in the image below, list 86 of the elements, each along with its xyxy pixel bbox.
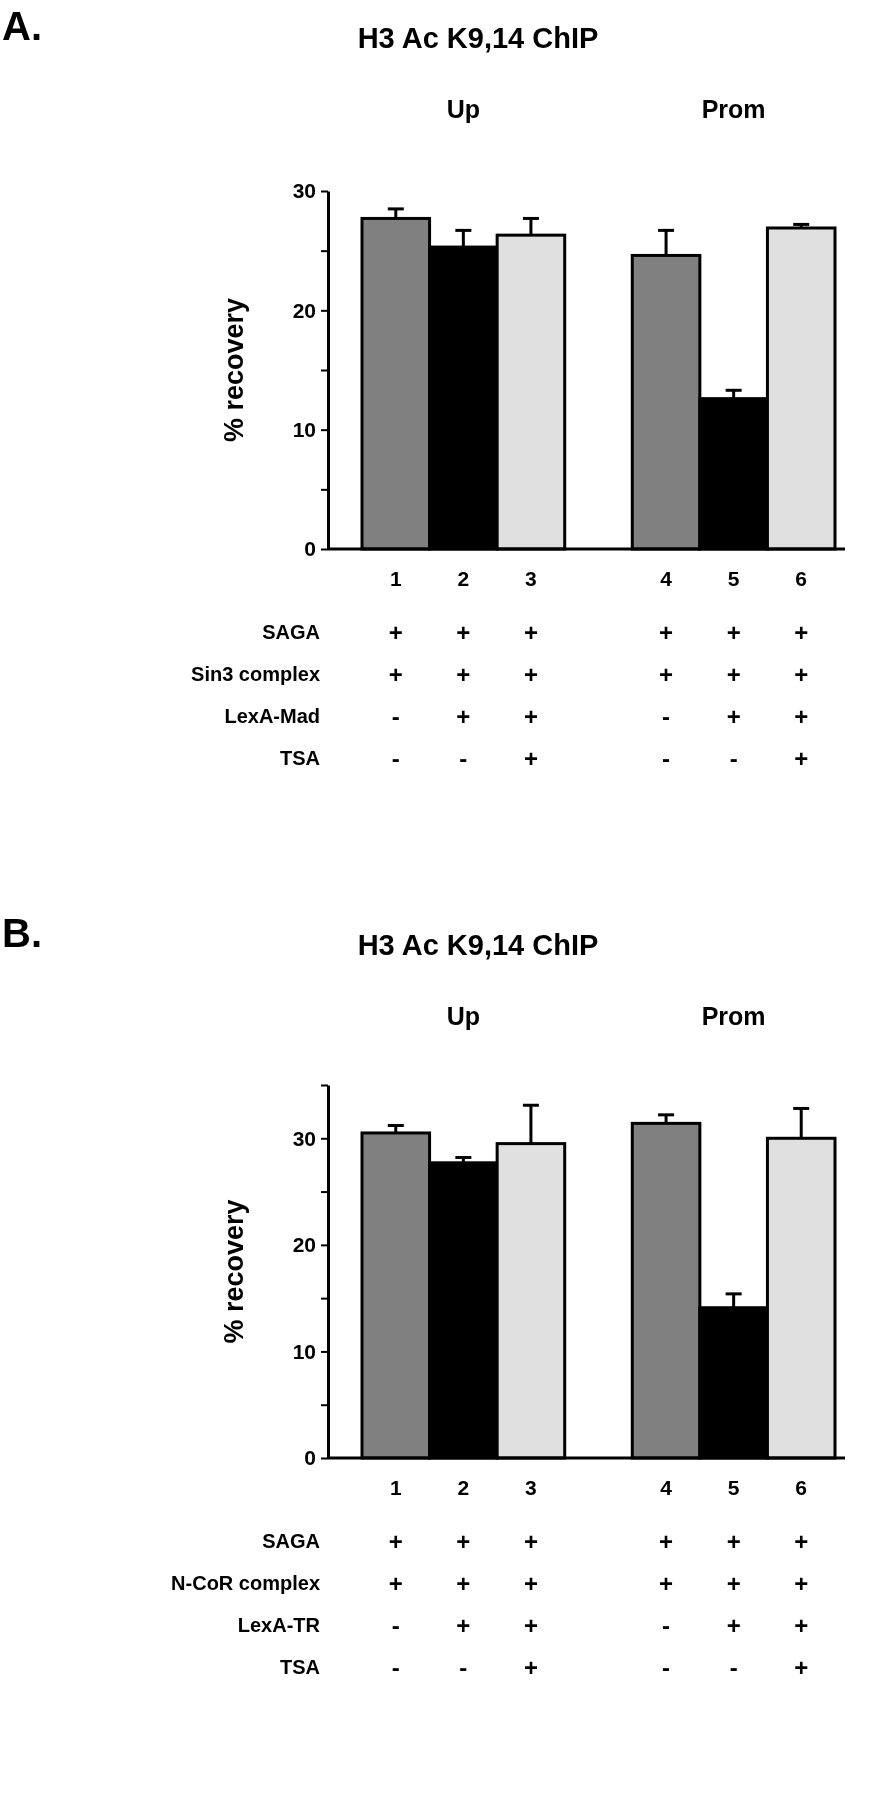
x-tick-label: 2	[457, 1476, 470, 1499]
text: +	[726, 1528, 741, 1555]
text: +	[659, 619, 674, 646]
text: +	[456, 661, 471, 688]
text: Up	[446, 95, 481, 123]
text: Prom	[701, 95, 766, 123]
chart-title: H3 Ac K9,14 ChIP	[357, 929, 599, 961]
x-tick-label: 6	[795, 1476, 808, 1499]
x-tick-label: 1	[389, 1476, 402, 1499]
text: +	[523, 1570, 538, 1597]
chart-title: H3 Ac K9,14 ChIP	[357, 22, 599, 54]
text: +	[456, 1570, 471, 1597]
text: +	[794, 619, 809, 646]
text: +	[794, 1612, 809, 1639]
y-tick-label: 30	[292, 179, 316, 203]
x-tick-label: 4	[660, 567, 673, 590]
text: -	[391, 745, 400, 772]
text: -	[662, 703, 671, 730]
text: Up	[446, 1002, 481, 1030]
text: LexA-Mad	[224, 705, 320, 727]
text: A.	[2, 4, 42, 48]
text: +	[388, 619, 403, 646]
text: +	[726, 703, 741, 730]
text: B.	[2, 911, 42, 955]
y-tick-label: 20	[292, 298, 316, 322]
text: -	[662, 745, 671, 772]
text: +	[456, 1612, 471, 1639]
x-tick-label: 3	[525, 1476, 537, 1499]
text: +	[794, 703, 809, 730]
x-tick-label: 5	[727, 1476, 740, 1499]
y-axis-title: % recovery	[219, 297, 249, 443]
y-tick-label: 10	[292, 417, 316, 441]
text: +	[794, 661, 809, 688]
text: +	[523, 619, 538, 646]
text: +	[523, 703, 538, 730]
text: -	[391, 703, 400, 730]
text: +	[523, 1654, 538, 1681]
text: +	[523, 745, 538, 772]
text: Sin3 complex	[191, 663, 320, 685]
text: TSA	[280, 1656, 320, 1678]
text: LexA-TR	[237, 1614, 321, 1636]
text: +	[456, 703, 471, 730]
text: SAGA	[262, 621, 320, 643]
text: +	[523, 661, 538, 688]
text: +	[456, 1528, 471, 1555]
text: -	[729, 1654, 738, 1681]
text: N-CoR complex	[171, 1572, 320, 1594]
y-tick-label: 0	[304, 1446, 316, 1470]
text: +	[726, 619, 741, 646]
x-tick-label: 6	[795, 567, 808, 590]
x-tick-label: 3	[525, 567, 537, 590]
text: +	[794, 1654, 809, 1681]
text: Prom	[701, 1002, 766, 1030]
text: +	[794, 745, 809, 772]
text: -	[459, 745, 468, 772]
y-tick-label: 30	[292, 1126, 316, 1150]
text: -	[662, 1612, 671, 1639]
text: +	[523, 1612, 538, 1639]
text: -	[391, 1654, 400, 1681]
x-tick-label: 5	[727, 567, 740, 590]
text: +	[659, 1528, 674, 1555]
x-tick-label: 1	[389, 567, 402, 590]
text: -	[459, 1654, 468, 1681]
text: +	[388, 1528, 403, 1555]
text: +	[794, 1570, 809, 1597]
y-tick-label: 20	[292, 1233, 316, 1257]
text: +	[659, 1570, 674, 1597]
text: +	[659, 661, 674, 688]
text: -	[729, 745, 738, 772]
text: +	[388, 1570, 403, 1597]
text: +	[523, 1528, 538, 1555]
y-tick-label: 0	[304, 537, 316, 561]
x-tick-label: 2	[457, 567, 470, 590]
y-axis-title: % recovery	[219, 1199, 249, 1344]
x-tick-label: 4	[660, 1476, 673, 1499]
text: -	[662, 1654, 671, 1681]
y-tick-label: 10	[292, 1339, 316, 1363]
text: +	[388, 661, 403, 688]
text: SAGA	[262, 1530, 320, 1552]
text: +	[726, 1612, 741, 1639]
text: -	[391, 1612, 400, 1639]
text: TSA	[280, 747, 320, 769]
text: +	[794, 1528, 809, 1555]
text: +	[726, 661, 741, 688]
text: +	[456, 619, 471, 646]
text: +	[726, 1570, 741, 1597]
